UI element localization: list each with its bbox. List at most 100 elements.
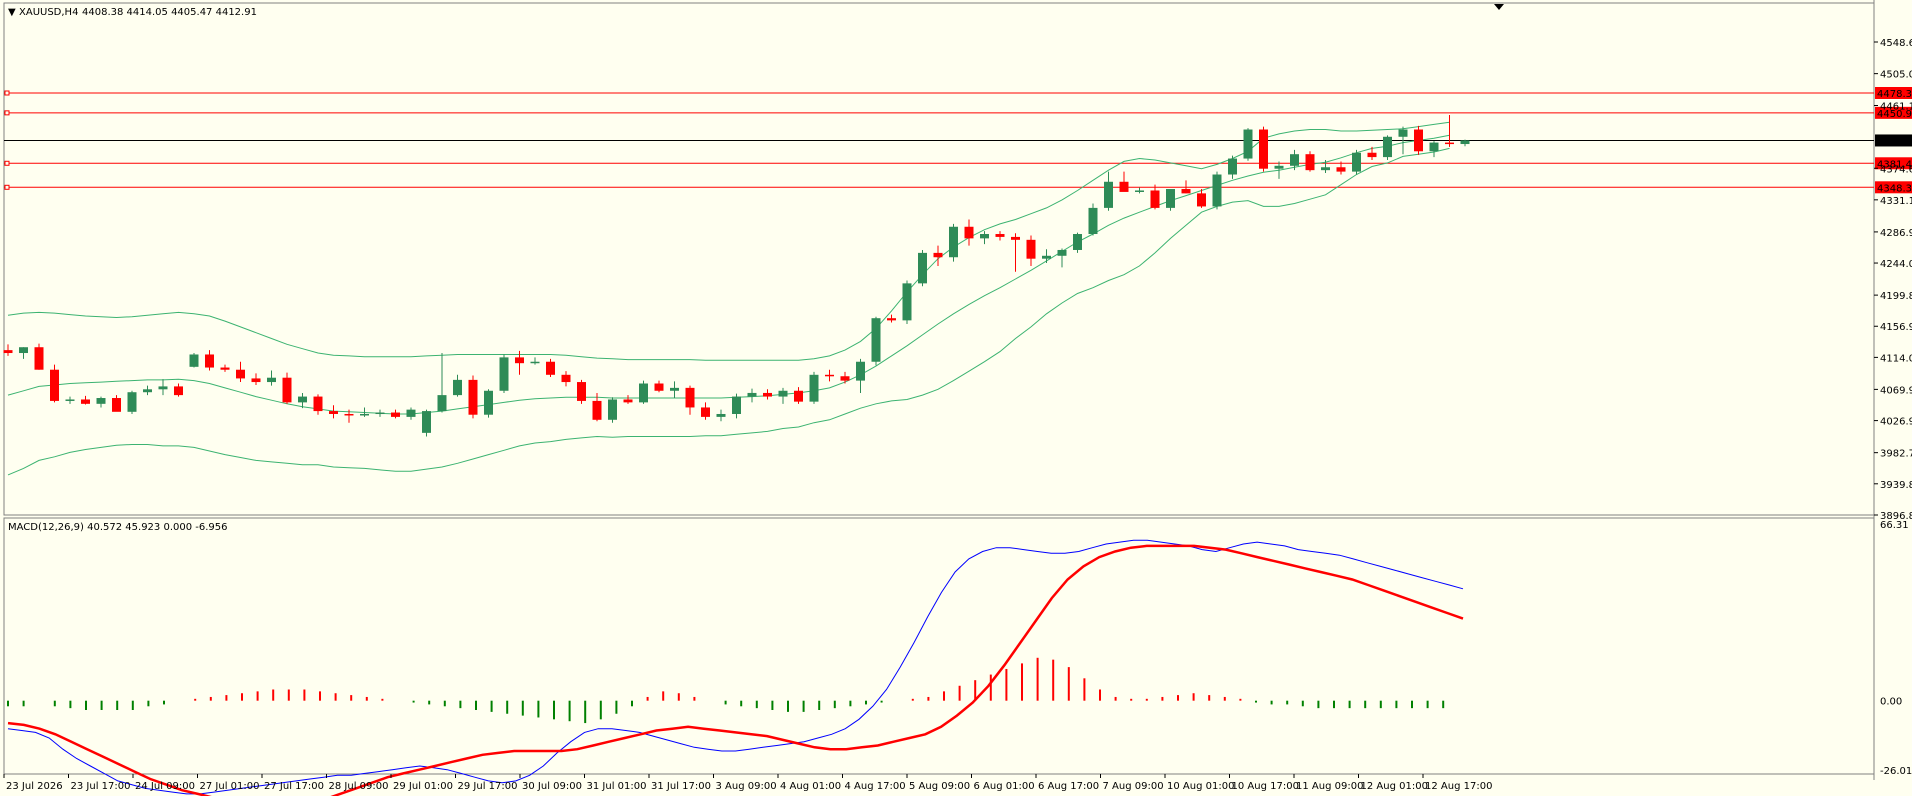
candle-body [1259,129,1268,169]
candle-body [1073,234,1082,250]
time-tick-label: 29 Jul 01:00 [393,781,453,792]
price-tick-label: 4199.80 [1880,291,1912,302]
level-handle [4,184,10,190]
candle-body [81,399,90,404]
price-tick-label: 4069.90 [1880,385,1912,396]
candle-body [1057,249,1067,256]
candle-body [1398,129,1408,137]
candle-body [267,377,276,383]
price-level-tag [1875,157,1912,170]
candle-body [1460,140,1470,145]
price-tick-label: 4331.10 [1880,196,1912,207]
candle-body [949,226,958,258]
time-tick-label: 29 Jul 17:00 [458,781,518,792]
candle-body [236,369,245,379]
candle-body [577,382,586,401]
candle-body [701,407,710,417]
candle-body [995,234,1005,237]
time-tick-label: 6 Aug 01:00 [974,781,1035,792]
candle-body [34,347,44,370]
candle-body [468,379,478,415]
candle-body [344,413,354,416]
candle-body [1135,190,1144,192]
candle-body [933,252,943,258]
candle-body [1321,167,1330,171]
price-level-label: 4450.96 [1877,109,1912,120]
time-tick-label: 12 Aug 17:00 [1425,781,1492,792]
candle-body [112,398,121,412]
candle-body [794,390,803,402]
level-handle [4,160,10,166]
candle-body [964,226,974,239]
candle-body [530,361,540,364]
candle-body [50,369,59,401]
time-tick-label: 23 Jul 2026 [6,781,63,792]
candle-body [1228,158,1237,175]
candle-body [499,357,509,391]
candle-body [763,392,772,397]
candle-body [65,399,75,401]
header-menu-icon[interactable]: ▼ [8,7,16,18]
candle-body [1011,236,1020,240]
candle-body [1336,167,1346,172]
candle-body [732,396,741,414]
candle-body [856,361,865,381]
candle-body [871,318,881,362]
candle-body [251,378,261,383]
candle-body [1429,142,1439,152]
level-handle [4,110,10,116]
candle-body [980,234,989,239]
time-tick-label: 30 Jul 09:00 [522,781,582,792]
candle-body [391,412,400,417]
candle-body [1383,136,1392,158]
macd-tick-label: 66.31 [1880,520,1909,531]
candle-body [143,389,152,393]
price-level-tag [1875,106,1912,119]
time-tick-label: 11 Aug 09:00 [1296,781,1363,792]
candle-body [1290,154,1299,166]
candle-body [1414,129,1423,152]
candle-body [546,361,555,375]
candle-body [1181,189,1191,194]
candle-body [670,387,679,391]
candle-body [918,252,927,284]
candle-body [778,390,788,397]
candle-body [406,409,416,417]
time-tick-label: 6 Aug 17:00 [1038,781,1099,792]
shift-marker-icon[interactable] [1494,4,1504,10]
candle-body [716,413,726,417]
candle-body [329,411,338,414]
candle-body [360,413,369,416]
candle-body [375,412,385,415]
price-level-label: 4412.91 [1877,136,1912,147]
candle-body [298,396,307,403]
candle-body [1305,154,1315,171]
candle-body [1026,239,1036,259]
candle-body [19,347,28,354]
price-tick-label: 4244.00 [1880,259,1912,270]
candle-body [902,283,912,321]
candle-body [887,318,896,321]
macd-line [7,539,1464,795]
time-tick-label: 28 Jul 09:00 [329,781,389,792]
time-tick-label: 3 Aug 09:00 [716,781,777,792]
candle-body [1197,193,1206,207]
candle-body [220,367,230,370]
candle-body [1150,190,1160,208]
candle-body [639,383,648,403]
candle-body [515,357,524,364]
candle-body [174,386,183,396]
level-handle [4,90,10,96]
price-tick-label: 4026.90 [1880,417,1912,428]
time-tick-label: 23 Jul 17:00 [71,781,131,792]
candle-body [1119,181,1129,192]
candle-body [422,411,431,433]
price-tick-label: 4548.60 [1880,38,1912,49]
price-level-tag [1875,87,1912,100]
header-ohlc: 4408.38 4414.05 4405.47 4412.91 [82,7,257,18]
price-tick-label: 4374.60 [1880,164,1912,175]
time-tick-label: 7 Aug 09:00 [1103,781,1164,792]
candle-body [623,399,633,403]
price-tick-label: 3896.80 [1880,511,1912,522]
